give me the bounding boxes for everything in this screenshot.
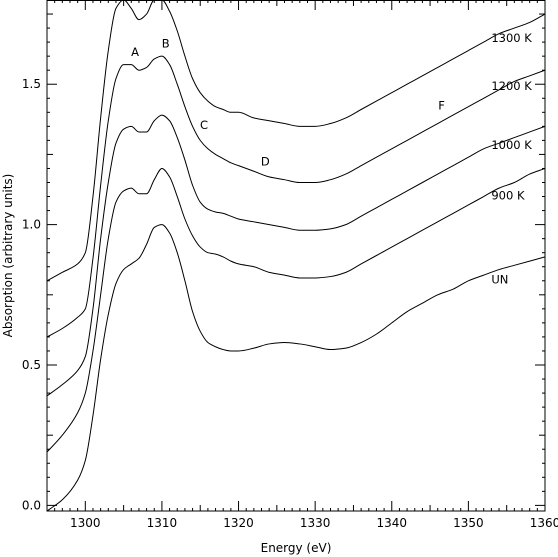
label-layer: UN 900 K 1000 K 1200 K 1300 K A B C D F xyxy=(131,31,532,286)
series-line-900-k xyxy=(46,167,546,453)
series-label: 1300 K xyxy=(491,31,532,45)
series-line-1200-k xyxy=(46,55,546,338)
series-line-un xyxy=(46,224,546,512)
series-label: 1200 K xyxy=(491,79,532,93)
x-tick-label: 1300 xyxy=(70,516,101,530)
peak-label: B xyxy=(162,37,170,51)
y-tick-label: 0.5 xyxy=(22,358,41,372)
peak-label: F xyxy=(438,99,445,113)
x-tick-label: 1310 xyxy=(147,516,178,530)
y-axis-title: Absorption (arbitrary units) xyxy=(1,174,15,338)
peak-label: C xyxy=(200,118,208,132)
peak-label: A xyxy=(131,45,139,59)
series-label: UN xyxy=(491,273,508,287)
series-line-1000-k xyxy=(46,114,546,397)
y-tick-label: 0.0 xyxy=(22,498,41,512)
y-tick-label: 1.5 xyxy=(22,77,41,91)
series-label: 1000 K xyxy=(491,138,532,152)
series-layer xyxy=(46,0,546,512)
x-tick-label: 1320 xyxy=(223,516,254,530)
series-label: 900 K xyxy=(491,188,525,202)
series-line-1300-k xyxy=(46,0,546,282)
x-tick-label: 1350 xyxy=(453,516,484,530)
x-axis-title: Energy (eV) xyxy=(261,541,332,555)
plot-frame xyxy=(46,0,546,512)
y-axis: 0.0 0.5 1.0 1.5 xyxy=(22,0,545,512)
x-tick-label: 1360 xyxy=(530,516,558,530)
x-axis: 1300 1310 1320 1330 1340 1350 1360 xyxy=(46,0,558,530)
peak-label: D xyxy=(261,155,270,169)
x-tick-label: 1340 xyxy=(376,516,407,530)
x-tick-label: 1330 xyxy=(300,516,331,530)
y-tick-label: 1.0 xyxy=(22,218,41,232)
